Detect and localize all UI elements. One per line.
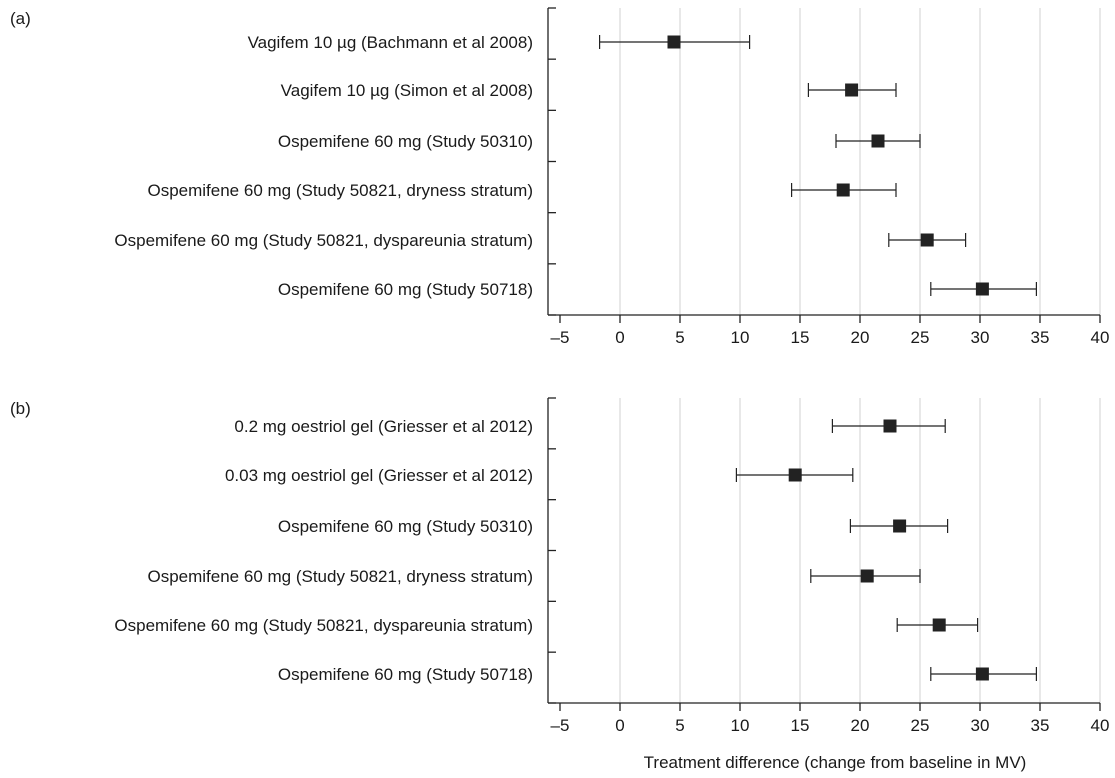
x-tick-label: 40	[1091, 328, 1110, 347]
x-tick-label: 5	[675, 328, 684, 347]
x-tick-label: 10	[731, 716, 750, 735]
point-estimate-marker	[893, 519, 907, 533]
x-tick-label: 0	[615, 716, 624, 735]
x-tick-label: 30	[971, 328, 990, 347]
x-tick-label: 25	[911, 716, 930, 735]
x-tick-label: 35	[1031, 328, 1050, 347]
x-tick-label: 40	[1091, 716, 1110, 735]
point-estimate-marker	[845, 83, 859, 97]
x-tick-label: 30	[971, 716, 990, 735]
study-label: Ospemifene 60 mg (Study 50310)	[278, 517, 533, 536]
point-estimate-marker	[836, 183, 850, 197]
point-estimate-marker	[883, 419, 897, 433]
panel-label: (a)	[10, 9, 31, 28]
panel-label: (b)	[10, 399, 31, 418]
study-label: Vagifem 10 µg (Bachmann et al 2008)	[248, 33, 533, 52]
x-tick-label: 5	[675, 716, 684, 735]
x-tick-label: 10	[731, 328, 750, 347]
study-label: Ospemifene 60 mg (Study 50310)	[278, 132, 533, 151]
study-label: Ospemifene 60 mg (Study 50821, dyspareun…	[114, 616, 533, 635]
point-estimate-marker	[871, 134, 885, 148]
x-tick-label: –5	[551, 328, 570, 347]
x-tick-label: 15	[791, 328, 810, 347]
study-label: Ospemifene 60 mg (Study 50821, dyspareun…	[114, 231, 533, 250]
study-label: Ospemifene 60 mg (Study 50821, dryness s…	[147, 181, 533, 200]
x-tick-label: 35	[1031, 716, 1050, 735]
point-estimate-marker	[920, 233, 934, 247]
study-label: Ospemifene 60 mg (Study 50821, dryness s…	[147, 567, 533, 586]
study-label: Ospemifene 60 mg (Study 50718)	[278, 280, 533, 299]
x-axis-title: Treatment difference (change from baseli…	[644, 753, 1027, 772]
x-tick-label: 0	[615, 328, 624, 347]
study-label: 0.2 mg oestriol gel (Griesser et al 2012…	[234, 417, 533, 436]
x-tick-label: 25	[911, 328, 930, 347]
point-estimate-marker	[975, 667, 989, 681]
point-estimate-marker	[788, 468, 802, 482]
point-estimate-marker	[667, 35, 681, 49]
study-label: Vagifem 10 µg (Simon et al 2008)	[281, 81, 533, 100]
study-label: Ospemifene 60 mg (Study 50718)	[278, 665, 533, 684]
x-tick-label: 20	[851, 716, 870, 735]
x-tick-label: 20	[851, 328, 870, 347]
study-label: 0.03 mg oestriol gel (Griesser et al 201…	[225, 466, 533, 485]
x-tick-label: –5	[551, 716, 570, 735]
point-estimate-marker	[932, 618, 946, 632]
x-tick-label: 15	[791, 716, 810, 735]
point-estimate-marker	[975, 282, 989, 296]
point-estimate-marker	[860, 569, 874, 583]
